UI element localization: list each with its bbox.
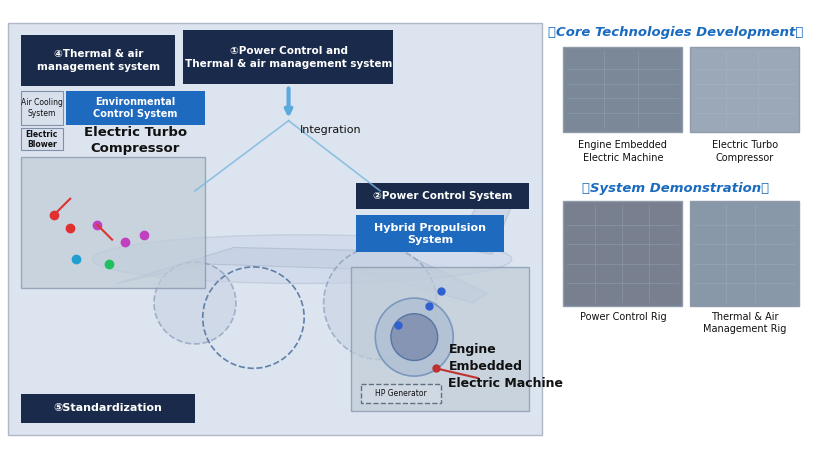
Polygon shape <box>117 248 487 303</box>
Text: Electric Turbo
Compressor: Electric Turbo Compressor <box>84 126 187 155</box>
Text: Electric
Blower: Electric Blower <box>26 130 58 149</box>
Bar <box>7 23 542 435</box>
Bar <box>690 201 798 306</box>
Circle shape <box>154 262 236 344</box>
Bar <box>22 35 176 86</box>
Text: Engine
Embedded
Electric Machine: Engine Embedded Electric Machine <box>448 343 563 390</box>
Text: HP Generator: HP Generator <box>374 389 426 398</box>
Text: Integration: Integration <box>300 126 362 135</box>
Bar <box>22 129 63 150</box>
Bar <box>22 157 205 288</box>
Circle shape <box>375 298 453 376</box>
Bar <box>350 267 528 411</box>
Bar <box>355 215 503 252</box>
Bar <box>66 91 205 125</box>
Circle shape <box>391 314 437 360</box>
Bar <box>22 394 195 423</box>
Bar <box>22 91 63 125</box>
Bar <box>360 384 440 403</box>
Polygon shape <box>453 196 511 254</box>
Bar <box>563 201 681 306</box>
Text: ④Thermal & air
management system: ④Thermal & air management system <box>37 49 160 72</box>
Bar <box>355 183 528 209</box>
Text: Air Cooling
System: Air Cooling System <box>21 98 63 118</box>
Text: Thermal & Air
Management Rig: Thermal & Air Management Rig <box>702 312 786 334</box>
Ellipse shape <box>93 235 511 284</box>
Bar <box>690 47 798 132</box>
Text: Hybrid Propulsion
System: Hybrid Propulsion System <box>373 223 485 245</box>
Text: Environmental
Control System: Environmental Control System <box>94 97 177 119</box>
Circle shape <box>323 247 436 360</box>
Text: Electric Turbo
Compressor: Electric Turbo Compressor <box>710 140 777 162</box>
Text: 【Core Technologies Development】: 【Core Technologies Development】 <box>547 27 802 40</box>
Text: ⑤Standardization: ⑤Standardization <box>54 403 162 413</box>
Text: Power Control Rig: Power Control Rig <box>579 312 666 322</box>
Text: ①Power Control and
Thermal & air management system: ①Power Control and Thermal & air managem… <box>185 46 392 69</box>
Bar <box>183 30 392 84</box>
Bar <box>563 47 681 132</box>
Text: Engine Embedded
Electric Machine: Engine Embedded Electric Machine <box>578 140 667 162</box>
Text: ②Power Control System: ②Power Control System <box>373 191 512 201</box>
Text: 【System Demonstration】: 【System Demonstration】 <box>581 182 768 195</box>
